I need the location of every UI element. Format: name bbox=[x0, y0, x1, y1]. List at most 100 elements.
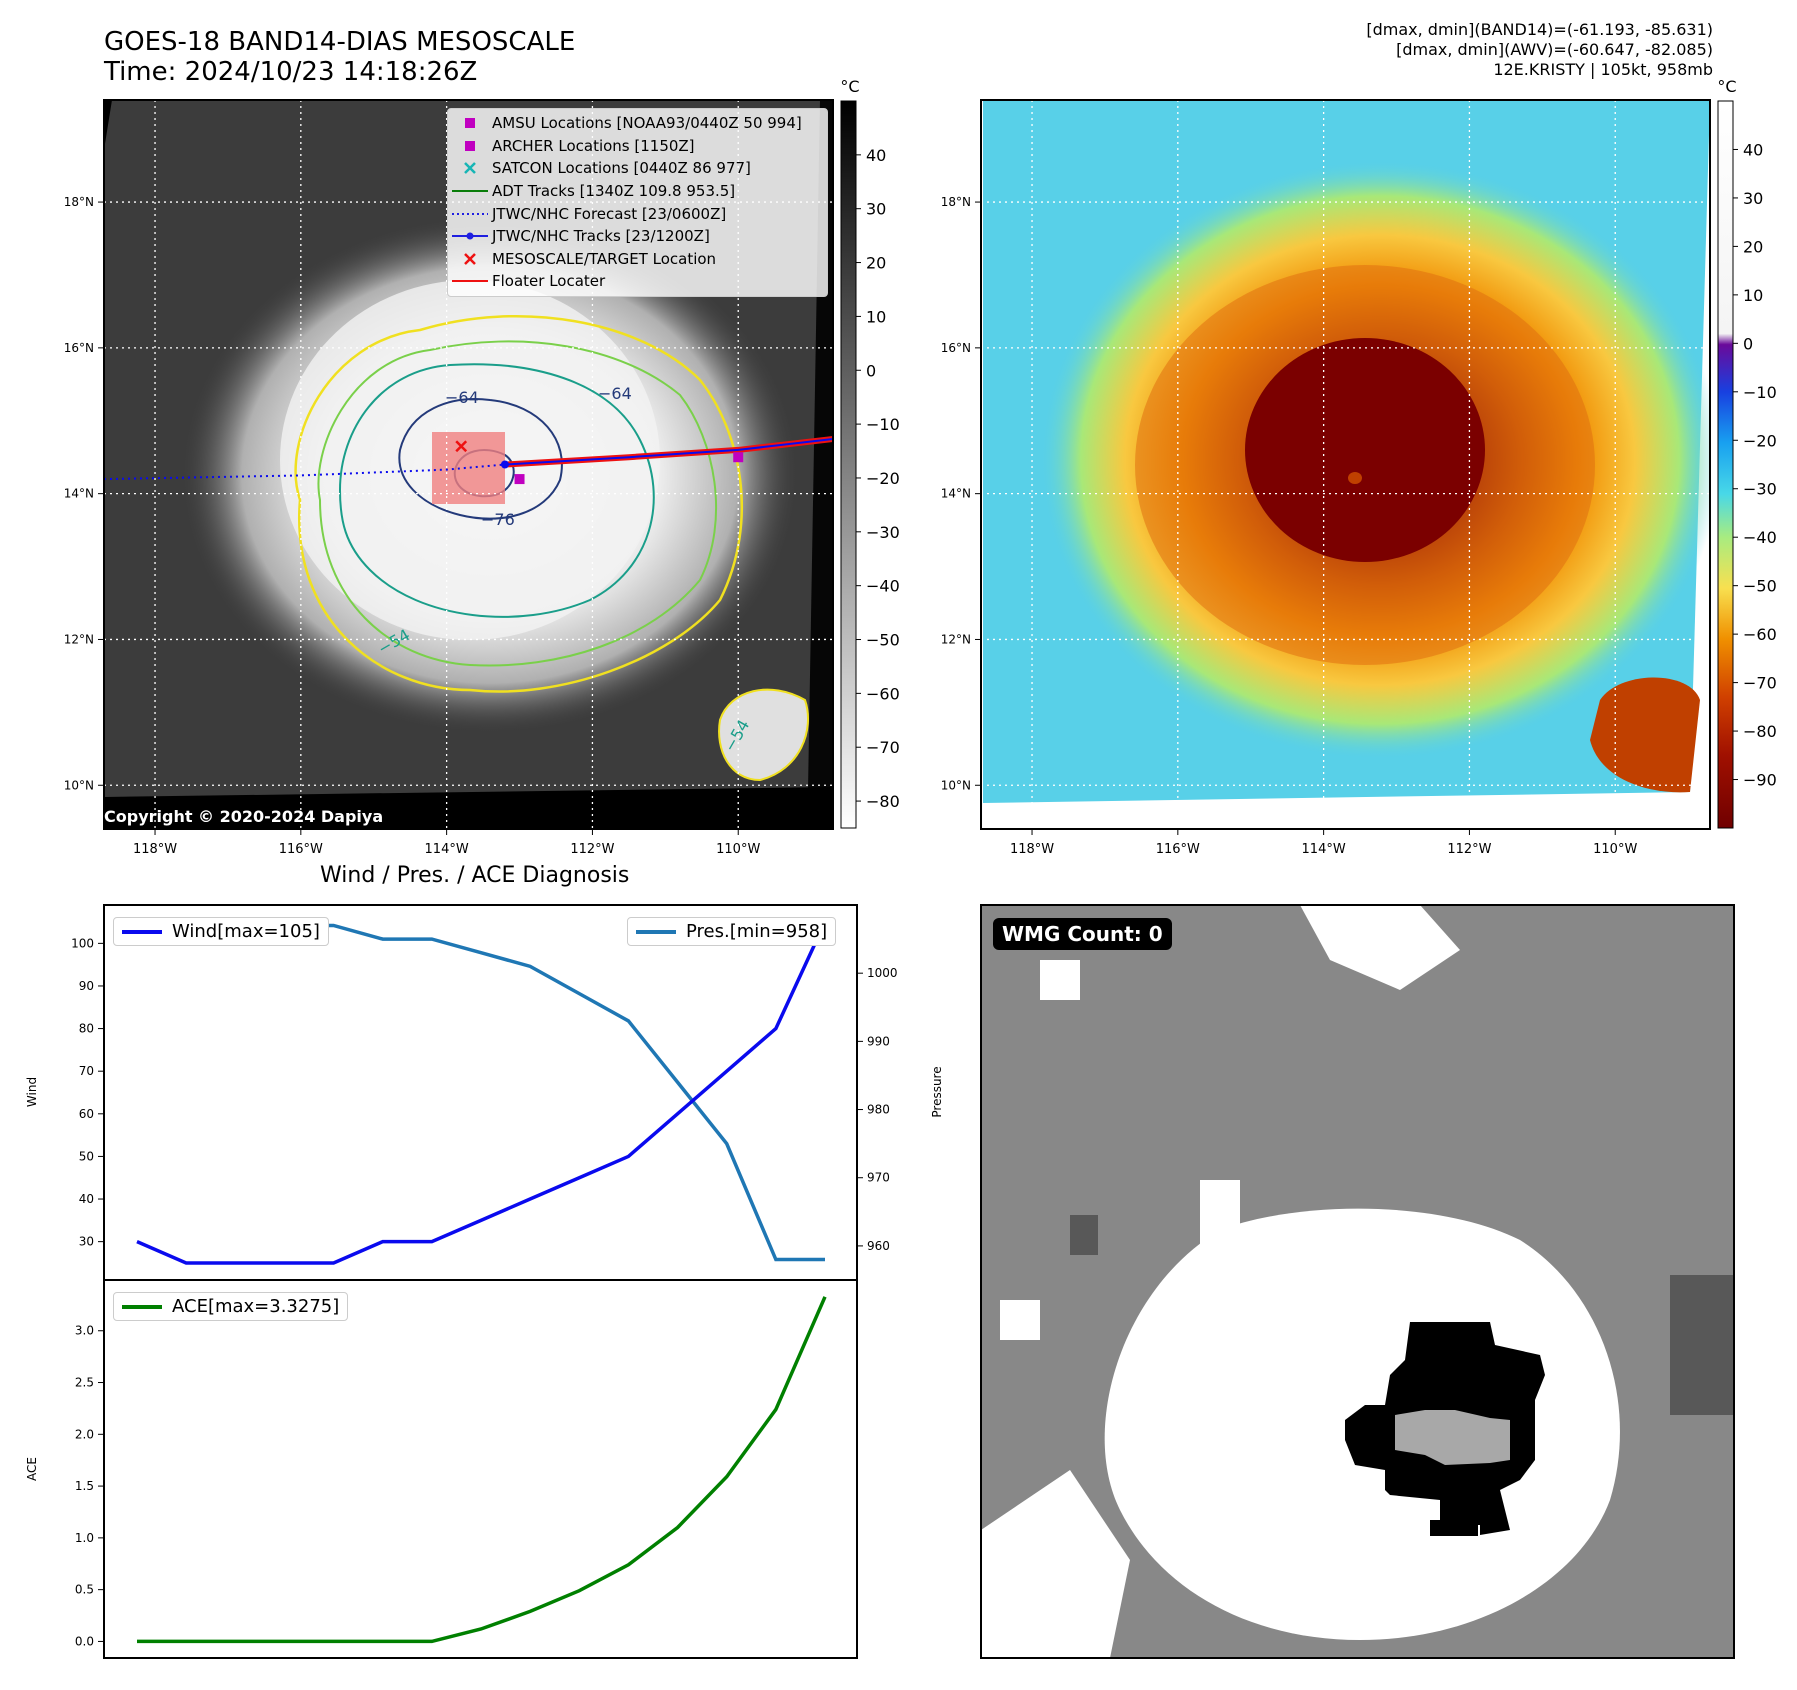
wmg-white-patch bbox=[1200, 1180, 1240, 1250]
legend-label: AMSU Locations [NOAA93/0440Z 50 994] bbox=[492, 114, 802, 133]
wind-y-tick-label: 80 bbox=[79, 1022, 94, 1036]
wmg-white-patch bbox=[1000, 1300, 1040, 1340]
legend-symbol-line bbox=[448, 185, 492, 197]
wind-y-tick-label: 40 bbox=[79, 1192, 94, 1206]
y-tick-label: 18°N bbox=[64, 195, 94, 209]
legend-symbol-line bbox=[448, 275, 492, 287]
map-axes: 118°W 116°W 114°W 112°W 110°W 18°N 16°N 14°N 12°… bbox=[64, 195, 1638, 857]
colorbar-tick-label: 10 bbox=[866, 307, 886, 326]
x-tick-label: 112°W bbox=[1447, 842, 1491, 857]
ace-legend: ACE[max=3.3275] bbox=[113, 1292, 349, 1321]
legend-item: Floater Locater bbox=[448, 270, 827, 293]
colorbar-tick-label: −70 bbox=[1743, 674, 1777, 693]
colorbar-tick-label: −60 bbox=[1743, 625, 1777, 644]
contour-label: −64 bbox=[445, 388, 479, 407]
awv-range: [dmax, dmin](AWV)=(-60.647, -82.085) bbox=[1396, 40, 1713, 59]
y-tick-label: 14°N bbox=[941, 487, 971, 501]
copyright-notice: Copyright © 2020-2024 Dapiya bbox=[104, 807, 384, 826]
wmg-map bbox=[980, 904, 1735, 1659]
legend-label: ADT Tracks [1340Z 109.8 953.5] bbox=[492, 182, 736, 201]
x-tick-label: 118°W bbox=[133, 842, 177, 857]
y-tick-label: 14°N bbox=[64, 487, 94, 501]
ace-y-tick-label: 1.5 bbox=[75, 1479, 94, 1493]
wind-pres-plot-area bbox=[103, 904, 858, 1281]
legend-symbol-square bbox=[448, 140, 492, 152]
colorbar-tick-label: −70 bbox=[866, 738, 900, 757]
colorbar-tick-label: −90 bbox=[1743, 771, 1777, 790]
storm-summary: 12E.KRISTY | 105kt, 958mb bbox=[1493, 60, 1713, 79]
contour-label: −64 bbox=[598, 384, 632, 403]
pressure-y-tick-label: 980 bbox=[867, 1103, 890, 1117]
legend-symbol-x bbox=[448, 252, 492, 265]
figure-time: Time: 2024/10/23 14:18:26Z bbox=[104, 57, 478, 87]
contour-label: −76 bbox=[481, 510, 515, 529]
y-tick-label: 12°N bbox=[64, 632, 94, 646]
legend-symbol-dotted bbox=[448, 208, 492, 220]
wind-legend-swatch bbox=[122, 929, 162, 934]
colorbar-tick-label: −20 bbox=[1743, 431, 1777, 450]
line-plots: 30 40 50 60 70 80 90 100 960 970 980 990 1000 Wind Pre… bbox=[25, 921, 944, 1648]
colorbar-tick-label: −20 bbox=[866, 469, 900, 488]
colorbar-tick-label: 0 bbox=[1743, 334, 1753, 353]
y-tick-label: 12°N bbox=[941, 632, 971, 646]
x-tick-label: 116°W bbox=[1156, 842, 1200, 857]
pressure-axis-label: Pressure bbox=[930, 1066, 944, 1117]
wind-series-line bbox=[136, 921, 827, 1265]
colorbar-tick-label: −60 bbox=[866, 684, 900, 703]
wmg-white-lower-left bbox=[981, 1470, 1130, 1658]
ace-axis-label: ACE bbox=[25, 1457, 39, 1481]
pressure-y-tick-label: 960 bbox=[867, 1239, 890, 1253]
colorbar-awv bbox=[1717, 100, 1734, 829]
legend-item: MESOSCALE/TARGET Location bbox=[448, 248, 827, 271]
map2-lower-right-cell bbox=[1590, 677, 1700, 793]
pressure-y-tick-label: 1000 bbox=[867, 966, 898, 980]
x-tick-label: 114°W bbox=[425, 842, 469, 857]
map1-frame bbox=[103, 99, 834, 830]
colorbar2-unit: °C bbox=[1717, 77, 1736, 96]
x-tick-label: 110°W bbox=[1593, 842, 1637, 857]
map-legend: AMSU Locations [NOAA93/0440Z 50 994] ARCH… bbox=[447, 108, 828, 297]
wmg-count-badge: WMG Count: 0 bbox=[993, 918, 1172, 950]
x-tick-label: 112°W bbox=[570, 842, 614, 857]
band14-range: [dmax, dmin](BAND14)=(-61.193, -85.631) bbox=[1366, 20, 1713, 39]
colorbar1-unit: °C bbox=[840, 77, 859, 96]
colorbar-tick-label: 10 bbox=[1743, 286, 1763, 305]
ace-y-tick-label: 2.0 bbox=[75, 1427, 94, 1441]
wmg-gray-eye bbox=[1395, 1410, 1510, 1465]
wmg-white-patch bbox=[1040, 960, 1080, 1000]
map2-gridlines bbox=[981, 100, 1710, 829]
ace-series-line bbox=[137, 1296, 827, 1644]
legend-item: JTWC/NHC Tracks [23/1200Z] bbox=[448, 225, 827, 248]
legend-item: JTWC/NHC Forecast [23/0600Z] bbox=[448, 202, 827, 225]
awv-map bbox=[981, 100, 1710, 829]
colorbar-tick-label: −30 bbox=[1743, 480, 1777, 499]
pressure-legend: Pres.[min=958] bbox=[627, 917, 837, 946]
legend-label: Floater Locater bbox=[492, 272, 606, 291]
archer-location-marker bbox=[514, 474, 525, 485]
map2-eyewall bbox=[1245, 338, 1485, 562]
legend-label: ARCHER Locations [1150Z] bbox=[492, 136, 695, 155]
colorbar-tick-label: −80 bbox=[1743, 722, 1777, 741]
ace-legend-label: ACE[max=3.3275] bbox=[172, 1296, 340, 1317]
wind-axis-label: Wind bbox=[25, 1077, 39, 1107]
legend-item: SATCON Locations [0440Z 86 977] bbox=[448, 157, 827, 180]
wind-y-tick-label: 30 bbox=[79, 1235, 94, 1249]
colorbar-tick-label: 0 bbox=[866, 361, 876, 380]
legend-label: JTWC/NHC Tracks [23/1200Z] bbox=[492, 227, 710, 246]
pressure-legend-label: Pres.[min=958] bbox=[686, 921, 828, 942]
map1-tracks bbox=[104, 436, 833, 485]
colorbar-tick-label: 30 bbox=[866, 200, 886, 219]
y-tick-label: 16°N bbox=[941, 341, 971, 355]
legend-label: SATCON Locations [0440Z 86 977] bbox=[492, 159, 751, 178]
colorbar-tick-label: −40 bbox=[1743, 528, 1777, 547]
x-tick-label: 118°W bbox=[1010, 842, 1054, 857]
legend-symbol-line-dot bbox=[448, 230, 492, 242]
colorbar-tick-label: −10 bbox=[866, 415, 900, 434]
figure-title: GOES-18 BAND14-DIAS MESOSCALE bbox=[104, 27, 576, 57]
wind-y-tick-label: 70 bbox=[79, 1064, 94, 1078]
pressure-y-tick-label: 970 bbox=[867, 1171, 890, 1185]
intensity-info: [dmax, dmin](BAND14)=(-61.193, -85.631) … bbox=[1366, 20, 1713, 80]
wind-y-tick-label: 90 bbox=[79, 979, 94, 993]
colorbar-tick-label: −30 bbox=[866, 523, 900, 542]
map1-contour-teal bbox=[338, 363, 655, 618]
